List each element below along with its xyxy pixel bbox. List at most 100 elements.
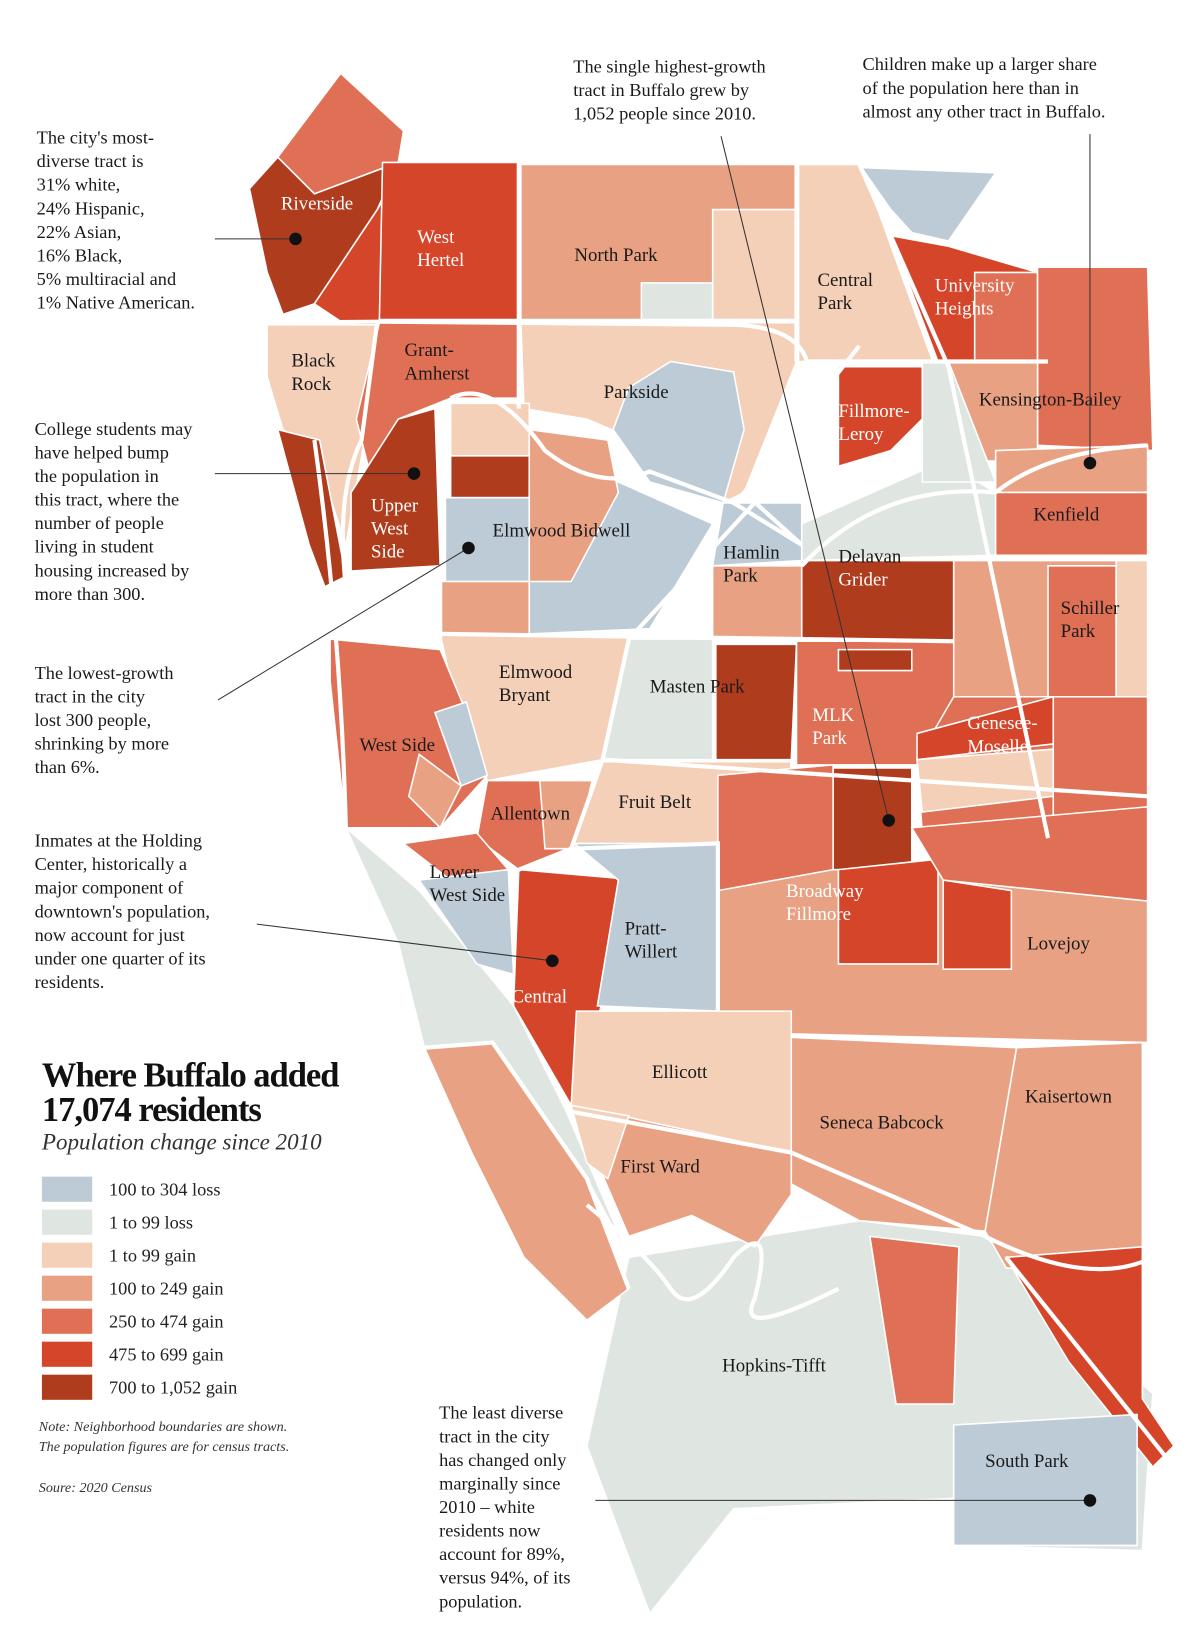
- neighborhood-label: Masten Park: [650, 677, 745, 698]
- leader-line: [217, 547, 469, 701]
- neighborhood-label: Schiller Park: [1061, 598, 1120, 642]
- annotation-line: College students may: [35, 419, 194, 439]
- neighborhood-label: Pratt-Willert: [625, 919, 678, 963]
- leader-line: [720, 136, 890, 821]
- annotation-line: tract in Buffalo grew by: [573, 80, 750, 100]
- neighborhood-label-line: Hertel: [417, 250, 464, 271]
- neighborhood-label-line: Grant-: [405, 340, 454, 361]
- neighborhood-label-line: Leroy: [838, 424, 884, 445]
- annotation-line: living in student: [35, 537, 154, 557]
- neighborhood-label-line: Elmwood Bidwell: [493, 520, 631, 541]
- legend-label: 100 to 249 gain: [109, 1279, 224, 1299]
- road-line: [267, 319, 380, 325]
- neighborhood-label-line: Hopkins-Tifft: [722, 1356, 827, 1377]
- neighborhood-label: West Side: [359, 735, 434, 756]
- neighborhood-label-line: Bryant: [499, 685, 551, 706]
- neighborhood-label: Fruit Belt: [618, 792, 692, 813]
- neighborhood-label: Broadway Fillmore: [786, 881, 864, 925]
- annotation-line: this tract, where the: [35, 490, 180, 510]
- legend-swatch: [41, 1308, 93, 1334]
- neighborhood-label: Grant-Amherst: [405, 340, 471, 384]
- neighborhood-label-line: Genesee-: [967, 713, 1037, 734]
- road-line: [379, 319, 1049, 364]
- neighborhood-label-line: West: [371, 518, 409, 539]
- annotation-line: tract in the city: [35, 687, 146, 707]
- neighborhood-label: Fillmore-Leroy: [838, 401, 909, 445]
- annotation-line: lost 300 people,: [35, 710, 152, 730]
- census-tract: [859, 166, 998, 242]
- annotation-line: major component of: [35, 878, 185, 898]
- annotation-line: downtown's population,: [35, 901, 210, 921]
- neighborhood-label-line: First Ward: [620, 1156, 700, 1177]
- neighborhood-label-line: Park: [812, 728, 847, 749]
- map-title: Where Buffalo added: [42, 1057, 339, 1095]
- neighborhood-label-line: South Park: [985, 1451, 1069, 1472]
- neighborhood-label-line: West Side: [430, 885, 505, 906]
- road-layer: [267, 162, 1176, 1469]
- neighborhood-label: Central: [511, 987, 567, 1008]
- neighborhood-label: First Ward: [620, 1156, 700, 1177]
- annotation-line: The lowest-growth: [35, 663, 174, 683]
- neighborhood-label: West Hertel: [417, 227, 464, 271]
- road-line: [857, 163, 1051, 839]
- census-tract: [640, 282, 714, 321]
- neighborhood-label: Kensington-Bailey: [979, 389, 1122, 410]
- census-tract: [612, 360, 745, 504]
- road-line: [1004, 1256, 1176, 1469]
- neighborhood-label-line: Kenfield: [1033, 505, 1100, 526]
- neighborhood-label: Genesee-Moselle: [967, 713, 1037, 757]
- neighborhood-label-line: Kaisertown: [1025, 1086, 1113, 1107]
- annotation-line: diverse tract is: [37, 151, 144, 171]
- annotation-dot-marker: [1083, 456, 1097, 470]
- neighborhood-label-line: Riverside: [281, 194, 353, 215]
- census-tract: [717, 764, 834, 892]
- neighborhood-label: Kaisertown: [1025, 1086, 1113, 1107]
- neighborhood-label: Lovejoy: [1027, 933, 1090, 954]
- annotation-line: Center, historically a: [35, 854, 187, 874]
- neighborhood-label: Elmwood Bidwell: [493, 520, 631, 541]
- neighborhood-label-line: Delavan: [838, 547, 901, 568]
- census-tract: [407, 753, 463, 830]
- neighborhood-label: MLK Park: [812, 705, 854, 749]
- map-title: 17,074 residents: [42, 1091, 262, 1129]
- neighborhood-label: Central Park: [817, 270, 873, 314]
- annotation-line: 31% white,: [37, 175, 120, 195]
- neighborhood-label: Lower West Side: [430, 862, 505, 906]
- neighborhood-label-line: Elmwood: [499, 662, 573, 683]
- census-tract: [439, 580, 531, 635]
- annotation-line: than 6%.: [35, 757, 100, 777]
- road-line: [312, 439, 348, 828]
- annotation-text: The city's most-diverse tract is 31% whit…: [37, 128, 195, 313]
- neighborhood-label-line: Black: [291, 351, 336, 372]
- census-tract: [1115, 559, 1149, 698]
- census-tract: [1036, 266, 1154, 452]
- neighborhood-label-line: Park: [1061, 621, 1096, 642]
- road-line: [571, 841, 720, 1012]
- census-tract: [868, 1235, 960, 1405]
- annotation-line: more than 300.: [35, 584, 145, 604]
- neighborhood-label-line: Rock: [291, 374, 331, 395]
- census-tract: [994, 444, 1149, 494]
- census-tract: [711, 208, 798, 321]
- leader-line: [256, 923, 553, 962]
- neighborhood-label-line: Central: [817, 270, 873, 291]
- neighborhood-label-line: Pratt-: [625, 919, 667, 940]
- annotation-text: Inmates at the Holding Center, historical…: [35, 831, 210, 992]
- census-tract: [570, 1104, 630, 1181]
- census-tract: [910, 805, 1149, 902]
- neighborhood-label-line: Park: [817, 293, 852, 314]
- legend-label: 100 to 304 loss: [109, 1180, 221, 1200]
- neighborhood-label-line: West: [417, 227, 455, 248]
- annotation-text: Children make up a larger share of the po…: [863, 54, 1106, 121]
- neighborhood-label-line: Hamlin: [723, 542, 780, 563]
- annotation-line: 1,052 people since 2010.: [573, 103, 756, 123]
- census-tract: [449, 402, 531, 457]
- annotation-line: number of people: [35, 513, 164, 533]
- census-tract: [994, 491, 1149, 557]
- census-tract: [832, 767, 913, 871]
- neighborhood-label: Hopkins-Tifft: [722, 1356, 827, 1377]
- neighborhood-label-line: Heights: [935, 298, 994, 319]
- annotation-line: The single highest-growth: [573, 56, 765, 76]
- legend-label: 1 to 99 loss: [109, 1213, 193, 1233]
